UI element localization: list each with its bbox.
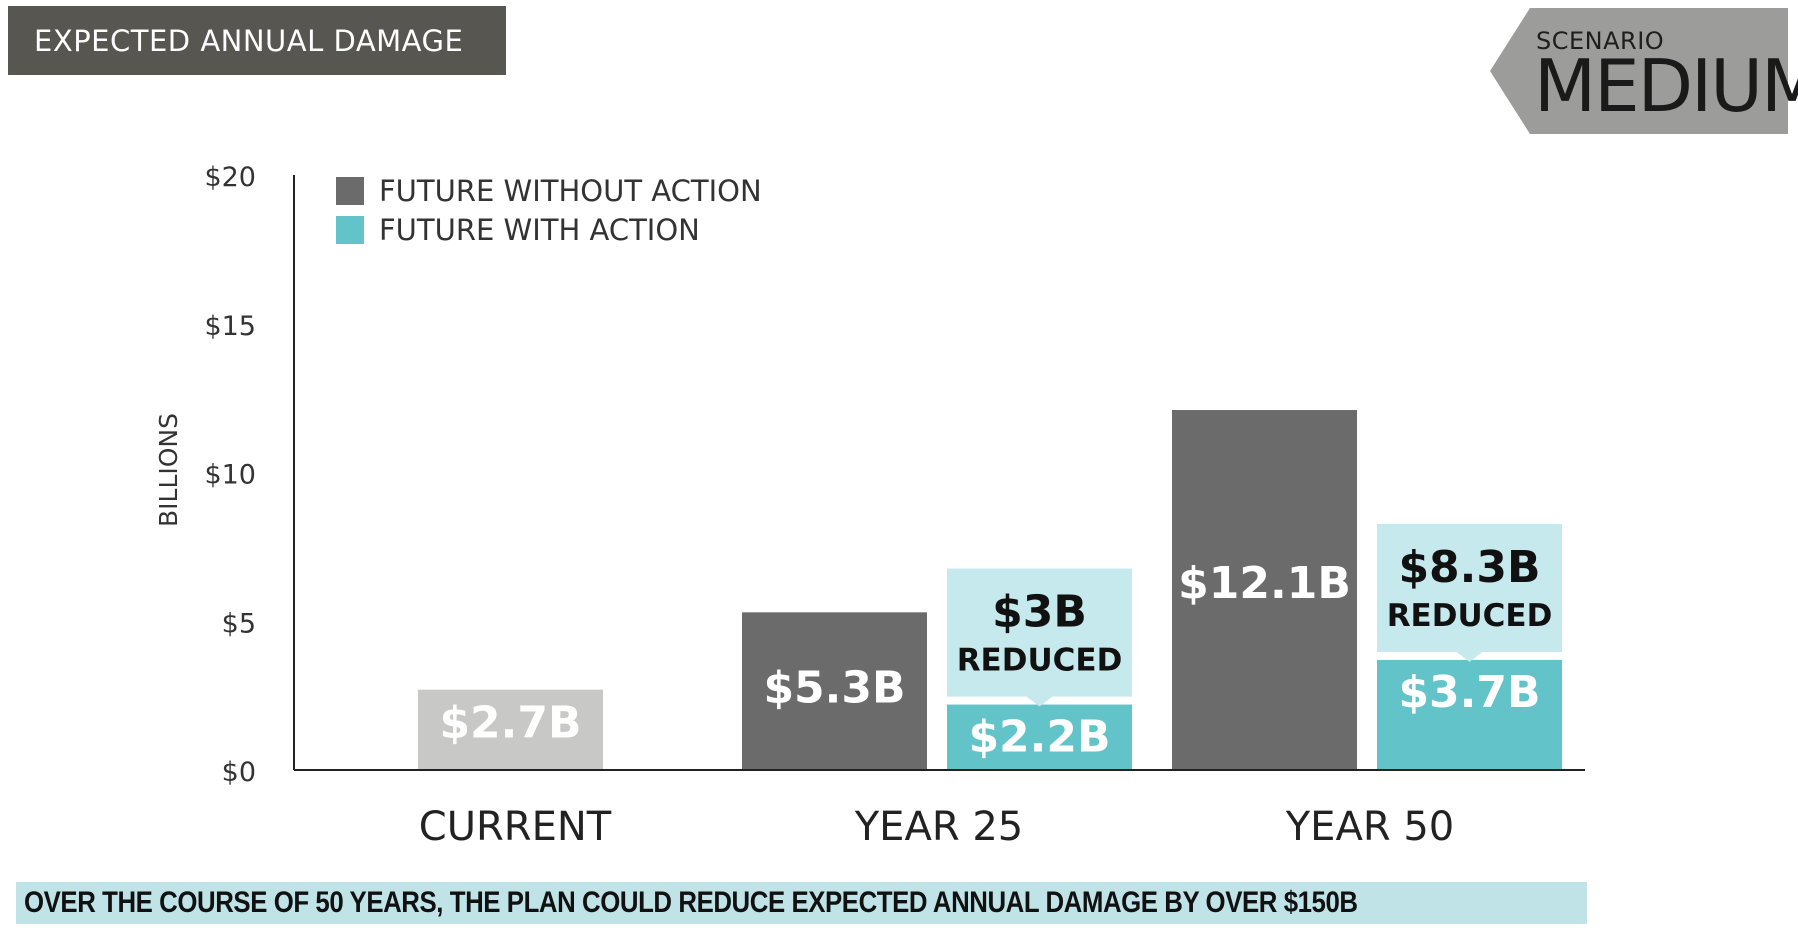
reduction-amount: $8.3B bbox=[1398, 542, 1540, 593]
y-tick-label: $5 bbox=[222, 608, 256, 639]
bar-without-action bbox=[742, 612, 927, 770]
y-tick-label: $0 bbox=[222, 757, 256, 788]
bar-value-label: $5.3B bbox=[763, 662, 905, 713]
footer-banner: OVER THE COURSE OF 50 YEARS, THE PLAN CO… bbox=[16, 882, 1587, 924]
y-axis-label: BILLIONS bbox=[154, 413, 183, 527]
reduction-text: REDUCED bbox=[957, 643, 1123, 679]
bar-value-label: $12.1B bbox=[1178, 558, 1351, 609]
reduction-callout bbox=[1377, 523, 1562, 652]
y-tick-label: $20 bbox=[204, 162, 256, 193]
scenario-badge: SCENARIO MEDIUM bbox=[1490, 8, 1798, 134]
bar-value-label: $2.7B bbox=[439, 698, 581, 749]
legend-swatch bbox=[336, 177, 364, 205]
bar-with-action bbox=[947, 704, 1132, 770]
legend-label: FUTURE WITH ACTION bbox=[379, 213, 700, 247]
bar-with-action bbox=[1377, 659, 1562, 770]
bar-without-action bbox=[418, 689, 603, 770]
scenario-arrow-shape bbox=[1490, 8, 1788, 134]
x-tick-label: YEAR 50 bbox=[1285, 804, 1454, 850]
legend-label: FUTURE WITHOUT ACTION bbox=[379, 174, 762, 208]
legend-swatch bbox=[336, 216, 364, 244]
x-tick-label: CURRENT bbox=[419, 804, 612, 850]
bar-value-label: $3.7B bbox=[1398, 667, 1540, 718]
y-tick-label: $15 bbox=[204, 311, 256, 342]
scenario-label: SCENARIO bbox=[1536, 27, 1665, 55]
scenario-value: MEDIUM bbox=[1534, 44, 1798, 128]
x-tick-label: YEAR 25 bbox=[854, 804, 1023, 850]
callout-pointer bbox=[1026, 696, 1053, 707]
reduction-text: REDUCED bbox=[1387, 598, 1553, 634]
footer-text: OVER THE COURSE OF 50 YEARS, THE PLAN CO… bbox=[24, 886, 1358, 919]
bar-without-action bbox=[1172, 410, 1357, 770]
chart-title: EXPECTED ANNUAL DAMAGE bbox=[34, 23, 464, 58]
bar-chart: $0 $5 $10 $15 $20 BILLIONS $2.7B $5.3B $2.2B $3B R… bbox=[154, 162, 1585, 850]
chart-title-banner: EXPECTED ANNUAL DAMAGE bbox=[8, 6, 506, 75]
reduction-amount: $3B bbox=[992, 587, 1087, 638]
bar-value-label: $2.2B bbox=[968, 712, 1110, 763]
callout-pointer bbox=[1456, 651, 1483, 662]
y-tick-label: $10 bbox=[204, 460, 256, 491]
reduction-callout bbox=[947, 568, 1132, 697]
